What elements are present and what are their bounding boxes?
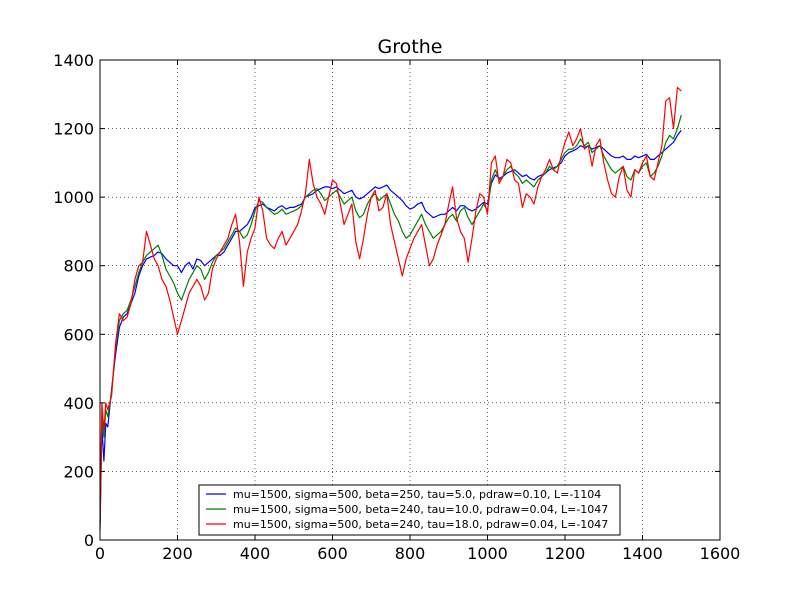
y-tick-label: 400 (63, 394, 94, 413)
x-tick-label: 1200 (545, 544, 586, 563)
y-tick-label: 200 (63, 462, 94, 481)
grid-lines (100, 60, 720, 540)
x-tick-label: 1400 (622, 544, 663, 563)
x-tick-label: 1600 (700, 544, 741, 563)
y-tick-label: 600 (63, 325, 94, 344)
legend: mu=1500, sigma=500, beta=250, tau=5.0, p… (198, 484, 621, 536)
x-tick-label: 800 (395, 544, 426, 563)
chart-title: Grothe (378, 36, 443, 58)
x-tick-label: 600 (317, 544, 348, 563)
x-tick-label: 1000 (467, 544, 508, 563)
legend-label-3: mu=1500, sigma=500, beta=240, tau=18.0, … (233, 518, 608, 531)
y-tick-label: 1200 (53, 120, 94, 139)
series-line-3 (99, 86, 682, 523)
y-tick-label: 800 (63, 257, 94, 276)
y-tick-label: 1000 (53, 188, 94, 207)
x-tick-label: 0 (95, 544, 105, 563)
y-tick-label: 0 (84, 531, 94, 550)
legend-label-1: mu=1500, sigma=500, beta=250, tau=5.0, p… (233, 488, 601, 501)
x-tick-label: 400 (240, 544, 271, 563)
legend-box (198, 484, 621, 536)
axis-ticks: 0 200 400 600 800 1000 1200 1400 1600 0 200 400 600 8… (53, 51, 740, 563)
legend-label-2: mu=1500, sigma=500, beta=240, tau=10.0, … (233, 503, 608, 516)
series-lines (99, 86, 682, 530)
y-tick-label: 1400 (53, 51, 94, 70)
x-tick-label: 200 (162, 544, 193, 563)
series-line-1 (99, 129, 682, 530)
